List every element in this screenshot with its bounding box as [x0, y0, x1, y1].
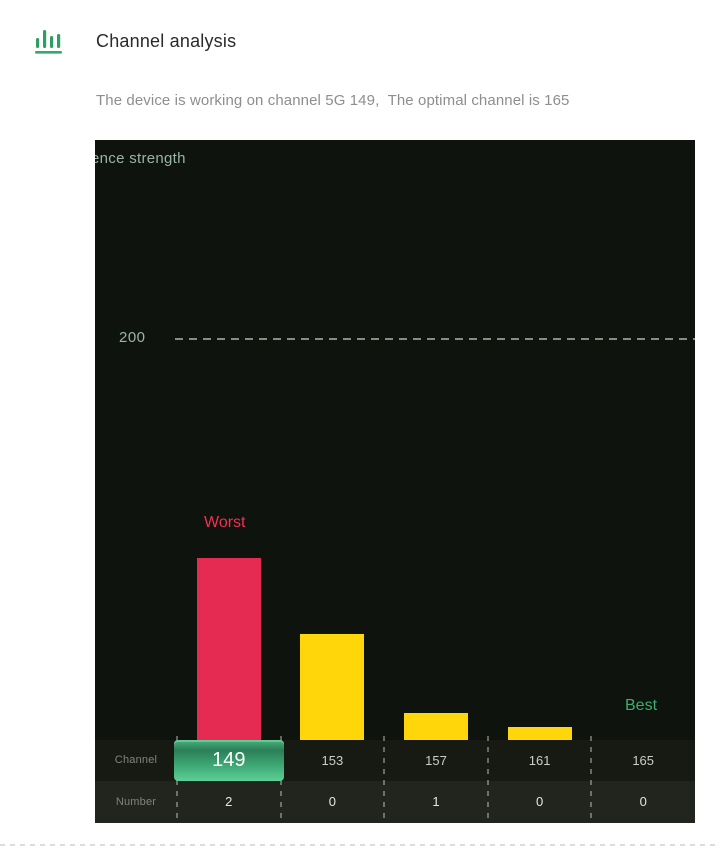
number-row-background [95, 781, 695, 823]
column-separator [590, 736, 593, 823]
channel-cell-165: 165 [632, 753, 655, 768]
bar-153 [300, 634, 365, 740]
y-axis-label: ence strength [95, 150, 186, 167]
reference-dashed-line [175, 338, 695, 340]
bar-149 [196, 558, 261, 740]
channel-summary-text: The device is working on channel 5G 149,… [96, 92, 570, 109]
number-cell-157: 1 [432, 794, 440, 809]
best-label: Best [625, 697, 658, 714]
column-separator [383, 736, 386, 823]
number-row-label: Number [115, 796, 157, 808]
channel-cell-149: 149 [174, 740, 284, 781]
channel-cell-157: 157 [425, 753, 447, 768]
bottom-divider [0, 844, 720, 846]
channel-cell-153: 153 [321, 753, 344, 768]
bar-161 [507, 727, 572, 740]
worst-label: Worst [204, 514, 246, 531]
channel-row-label: Channel [114, 754, 158, 766]
column-separator [486, 736, 489, 823]
page-title: Channel analysis [96, 31, 237, 51]
reference-value-label: 200 [119, 329, 146, 346]
bar-157 [404, 713, 468, 740]
number-cell-149: 2 [225, 794, 233, 809]
channel-cell-161: 161 [528, 753, 551, 768]
bar-chart-icon [30, 21, 68, 59]
interference-chart: ence strength 200 Worst Best Channel Num… [95, 140, 695, 823]
number-cell-161: 0 [535, 794, 544, 809]
number-cell-165: 0 [639, 794, 647, 809]
number-cell-153: 0 [328, 794, 336, 809]
